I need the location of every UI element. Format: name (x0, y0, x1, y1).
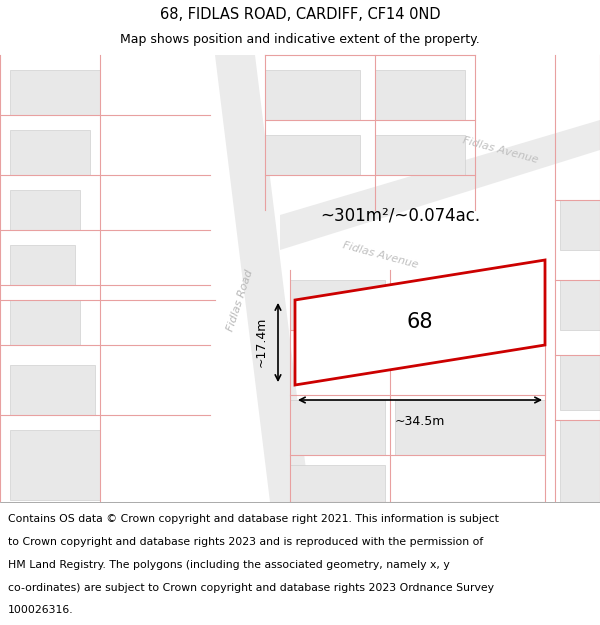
Text: to Crown copyright and database rights 2023 and is reproduced with the permissio: to Crown copyright and database rights 2… (8, 537, 483, 547)
Polygon shape (280, 120, 600, 250)
Text: ~34.5m: ~34.5m (395, 415, 445, 428)
Polygon shape (290, 280, 385, 330)
Polygon shape (290, 400, 385, 455)
Polygon shape (10, 70, 100, 115)
Polygon shape (10, 300, 80, 345)
Polygon shape (10, 190, 80, 230)
Polygon shape (375, 70, 465, 120)
Text: 100026316.: 100026316. (8, 606, 73, 616)
Polygon shape (560, 355, 600, 410)
Polygon shape (215, 55, 310, 502)
Text: Map shows position and indicative extent of the property.: Map shows position and indicative extent… (120, 32, 480, 46)
Polygon shape (375, 135, 465, 175)
Polygon shape (295, 260, 545, 385)
Polygon shape (10, 130, 90, 175)
Polygon shape (560, 420, 600, 502)
Polygon shape (10, 245, 75, 285)
Text: co-ordinates) are subject to Crown copyright and database rights 2023 Ordnance S: co-ordinates) are subject to Crown copyr… (8, 582, 494, 592)
Text: 68, FIDLAS ROAD, CARDIFF, CF14 0ND: 68, FIDLAS ROAD, CARDIFF, CF14 0ND (160, 7, 440, 22)
Text: ~301m²/~0.074ac.: ~301m²/~0.074ac. (320, 206, 480, 224)
Text: Fidlas Road: Fidlas Road (225, 268, 255, 332)
Text: HM Land Registry. The polygons (including the associated geometry, namely x, y: HM Land Registry. The polygons (includin… (8, 560, 449, 570)
Text: ~17.4m: ~17.4m (255, 317, 268, 367)
Polygon shape (395, 400, 545, 455)
Polygon shape (265, 70, 360, 120)
Polygon shape (560, 200, 600, 250)
Text: Fidlas Avenue: Fidlas Avenue (341, 240, 419, 270)
Polygon shape (265, 135, 360, 175)
Text: Fidlas Avenue: Fidlas Avenue (461, 135, 539, 165)
Polygon shape (560, 280, 600, 330)
Polygon shape (290, 465, 385, 502)
Text: 68: 68 (407, 312, 433, 332)
Polygon shape (10, 365, 95, 415)
Text: Contains OS data © Crown copyright and database right 2021. This information is : Contains OS data © Crown copyright and d… (8, 514, 499, 524)
Polygon shape (10, 430, 100, 500)
